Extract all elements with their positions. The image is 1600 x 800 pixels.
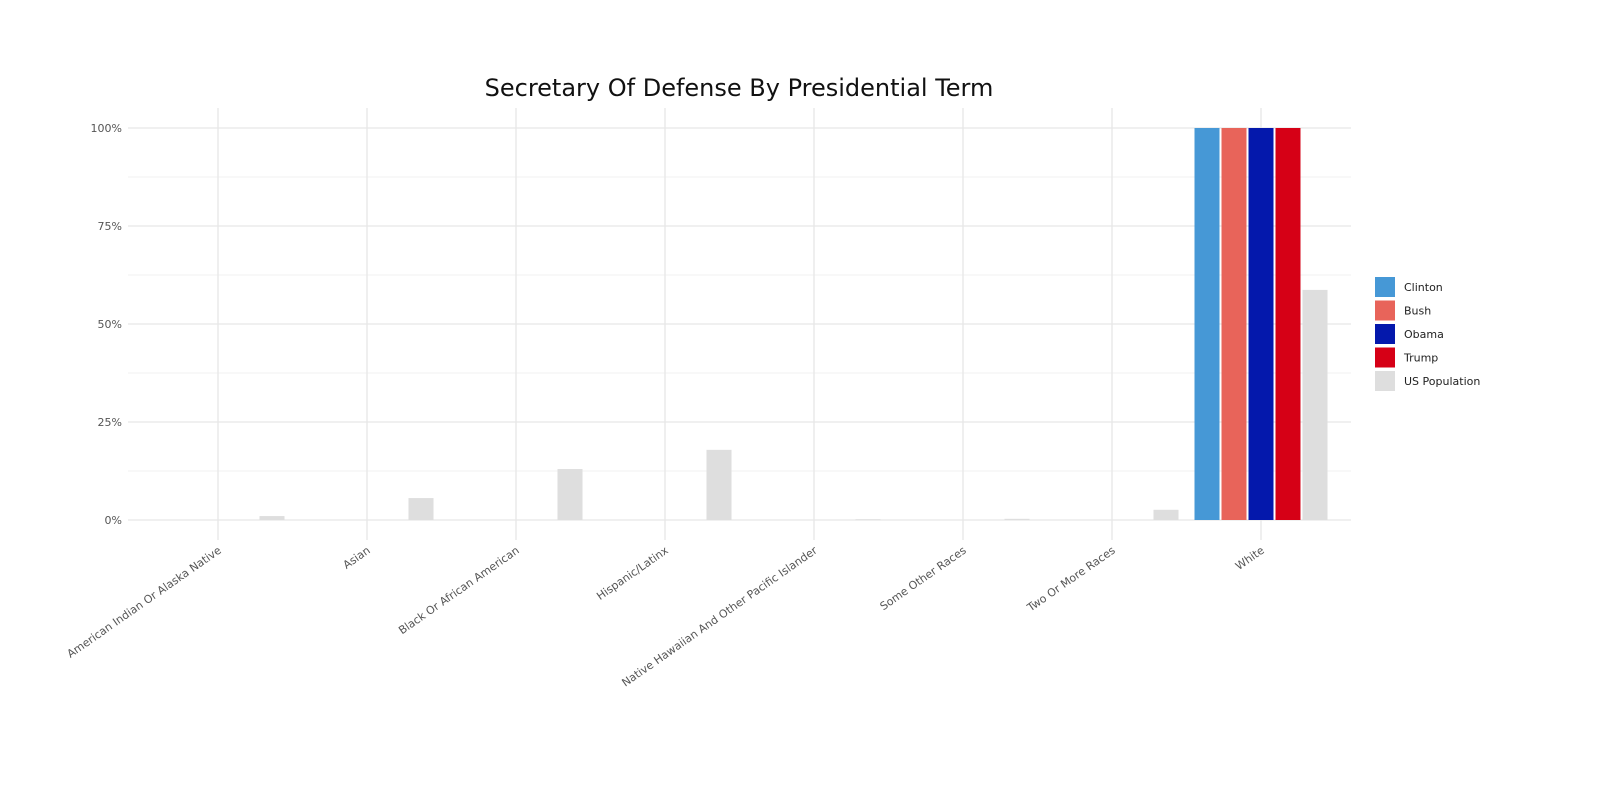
x-tick-label: Asian: [341, 544, 373, 572]
legend-label: US Population: [1404, 375, 1480, 388]
bar-us-population: [1153, 509, 1179, 520]
bars: [259, 128, 1328, 521]
x-axis: American Indian Or Alaska Native Asian Bla…: [65, 544, 1267, 690]
y-axis: 0% 25% 50% 75% 100%: [91, 122, 122, 527]
x-tick-label: Black Or African American: [396, 544, 522, 637]
legend-label: Obama: [1404, 328, 1444, 341]
bar-us-population: [259, 516, 285, 520]
x-tick-label: Hispanic/Latinx: [594, 544, 671, 603]
legend-swatch: [1375, 347, 1395, 368]
bar-bush: [1221, 128, 1247, 520]
y-tick-label: 100%: [91, 122, 122, 135]
bar-us-population: [408, 498, 434, 520]
bar-us-population: [1302, 289, 1328, 520]
bar-clinton: [1194, 128, 1220, 520]
y-tick-label: 50%: [98, 318, 122, 331]
chart-title: Secretary Of Defense By Presidential Ter…: [485, 74, 994, 102]
bar-us-population: [706, 449, 732, 520]
y-tick-label: 0%: [105, 514, 122, 527]
legend-swatch: [1375, 277, 1395, 297]
bar-trump: [1275, 128, 1301, 520]
bar-us-population: [557, 469, 583, 520]
y-tick-label: 25%: [98, 416, 122, 429]
bar-us-population: [855, 519, 881, 521]
grid: [128, 108, 1351, 540]
bar-obama: [1248, 128, 1274, 520]
x-tick-label: Some Other Races: [878, 544, 969, 613]
legend-label: Bush: [1404, 305, 1431, 318]
legend-swatch: [1375, 371, 1395, 391]
legend-swatch: [1375, 324, 1395, 344]
y-tick-label: 75%: [98, 220, 122, 233]
legend: Clinton Bush Obama Trump US Population: [1375, 277, 1480, 391]
x-tick-label: White: [1233, 544, 1267, 573]
x-tick-label: American Indian Or Alaska Native: [65, 544, 224, 661]
bar-us-population: [1004, 518, 1030, 520]
legend-label: Clinton: [1404, 281, 1443, 294]
legend-swatch: [1375, 300, 1395, 321]
x-tick-label: Two Or More Races: [1024, 544, 1118, 615]
legend-label: Trump: [1403, 352, 1438, 365]
